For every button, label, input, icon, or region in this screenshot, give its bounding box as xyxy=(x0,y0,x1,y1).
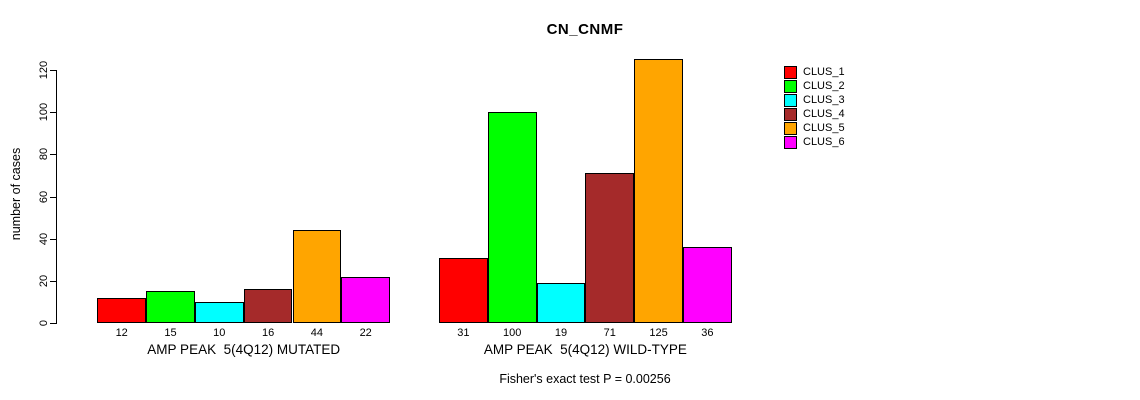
y-tick-label: 60 xyxy=(38,190,50,203)
y-tick-label: 120 xyxy=(38,60,50,80)
y-tick-mark xyxy=(50,323,57,324)
legend-label-clus_1: CLUS_1 xyxy=(803,66,845,78)
bar-group2-clus_5 xyxy=(634,59,683,323)
bar-value-label: 125 xyxy=(649,327,668,339)
bar-value-label: 19 xyxy=(554,327,568,339)
legend-swatch-clus_2 xyxy=(784,80,797,93)
bar-value-label: 71 xyxy=(603,327,616,339)
bar-value-label: 12 xyxy=(115,327,128,339)
y-tick-mark xyxy=(50,238,57,240)
y-tick-mark xyxy=(50,196,57,198)
bar-value-label: 36 xyxy=(701,327,714,339)
bar-group1-clus_2 xyxy=(146,291,195,323)
y-tick-label: 80 xyxy=(38,148,50,161)
bar-value-label: 10 xyxy=(213,327,226,339)
y-tick-mark xyxy=(50,154,57,156)
y-tick-label: 20 xyxy=(38,274,50,287)
group-axis-label: AMP PEAK 5(4Q12) WILD-TYPE xyxy=(483,342,687,357)
bar-value-label: 16 xyxy=(261,327,275,339)
bar-group2-clus_4 xyxy=(585,173,635,323)
bar-value-label: 100 xyxy=(503,327,522,339)
bar-value-label: 44 xyxy=(310,327,324,339)
legend-swatch-clus_1 xyxy=(784,66,797,79)
bar-group1-clus_3 xyxy=(194,301,244,323)
bar-group1-clus_6 xyxy=(341,276,391,323)
bar-group2-clus_3 xyxy=(536,282,586,323)
bar-group2-clus_2 xyxy=(487,112,537,323)
legend-swatch-clus_4 xyxy=(784,108,797,121)
y-tick-mark xyxy=(50,112,57,114)
bar-value-label: 31 xyxy=(457,327,470,339)
legend-swatch-clus_5 xyxy=(784,122,797,135)
legend-swatch-clus_6 xyxy=(784,136,797,149)
legend-label-clus_2: CLUS_2 xyxy=(803,80,845,92)
bar-value-label: 22 xyxy=(359,327,372,339)
y-tick-label: 100 xyxy=(38,102,50,122)
y-tick-mark xyxy=(50,70,57,71)
footnote: Fisher's exact test P = 0.00256 xyxy=(499,372,671,386)
legend-swatch-clus_3 xyxy=(784,94,797,107)
group-axis-label: AMP PEAK 5(4Q12) MUTATED xyxy=(147,342,341,357)
legend-label-clus_5: CLUS_5 xyxy=(803,122,845,134)
bar-group1-clus_1 xyxy=(97,297,147,323)
legend-label-clus_3: CLUS_3 xyxy=(803,94,845,106)
bar-group1-clus_5 xyxy=(292,230,342,323)
legend: CLUS_1 CLUS_2 CLUS_3 CLUS_4 CLUS_5 CLUS_6 xyxy=(784,66,904,161)
y-axis-label: number of cases xyxy=(8,147,23,240)
bar-group2-clus_1 xyxy=(439,257,488,323)
bar-group2-clus_6 xyxy=(683,247,732,323)
chart-title: CN_CNMF xyxy=(546,21,624,38)
y-tick-mark xyxy=(50,280,57,282)
bar-value-label: 15 xyxy=(164,327,177,339)
legend-label-clus_4: CLUS_4 xyxy=(803,108,845,120)
y-tick-label: 0 xyxy=(38,319,50,327)
legend-label-clus_6: CLUS_6 xyxy=(803,136,845,148)
bar-group1-clus_4 xyxy=(243,289,293,323)
y-tick-label: 40 xyxy=(38,232,50,245)
